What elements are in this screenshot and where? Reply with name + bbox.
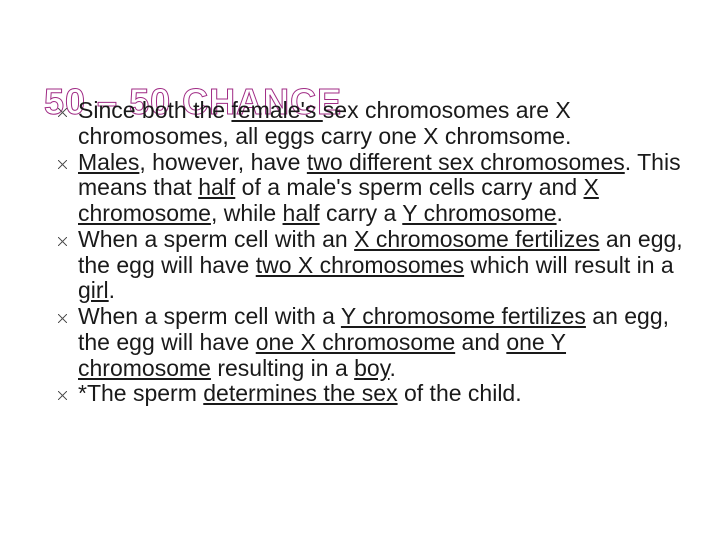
text-run: Males [78, 149, 139, 175]
slide: 50 – 50 CHANCE Since both the female's s… [0, 0, 720, 540]
slide-body: Since both the female's sex chromosomes … [58, 98, 696, 407]
bullet-list: Since both the female's sex chromosomes … [58, 98, 696, 407]
text-run: When a sperm cell with an [78, 226, 354, 252]
text-run: half [198, 174, 235, 200]
text-run: When a sperm cell with a [78, 303, 341, 329]
text-run: . [390, 355, 396, 381]
text-run: carry a [320, 200, 403, 226]
text-run: female's [231, 97, 322, 123]
bullet-item: When a sperm cell with an X chromosome f… [58, 227, 696, 304]
text-run: boy [354, 355, 389, 381]
text-run: and [455, 329, 506, 355]
text-run: resulting in a [211, 355, 354, 381]
bullet-item: *The sperm determines the sex of the chi… [58, 381, 696, 407]
text-run: , however, have [139, 149, 307, 175]
text-run: , while [211, 200, 283, 226]
text-run: one X chromosome [256, 329, 455, 355]
text-run: *The sperm [78, 380, 203, 406]
text-run: half [283, 200, 320, 226]
text-run: Y chromosome [402, 200, 556, 226]
text-run: Y chromosome fertilizes [341, 303, 586, 329]
bullet-item: Since both the female's sex chromosomes … [58, 98, 696, 150]
text-run: . [557, 200, 563, 226]
bullet-item: Males, however, have two different sex c… [58, 150, 696, 227]
text-run: of the child. [398, 380, 522, 406]
text-run: of a male's sperm cells carry and [235, 174, 583, 200]
text-run: determines the sex [203, 380, 397, 406]
text-run: two different sex chromosomes [307, 149, 625, 175]
text-run: which will result in a [464, 252, 674, 278]
text-run: girl [78, 277, 109, 303]
bullet-item: When a sperm cell with a Y chromosome fe… [58, 304, 696, 381]
text-run: . [109, 277, 115, 303]
text-run: two X chromosomes [256, 252, 464, 278]
text-run: Since both the [78, 97, 231, 123]
text-run: X chromosome fertilizes [354, 226, 599, 252]
